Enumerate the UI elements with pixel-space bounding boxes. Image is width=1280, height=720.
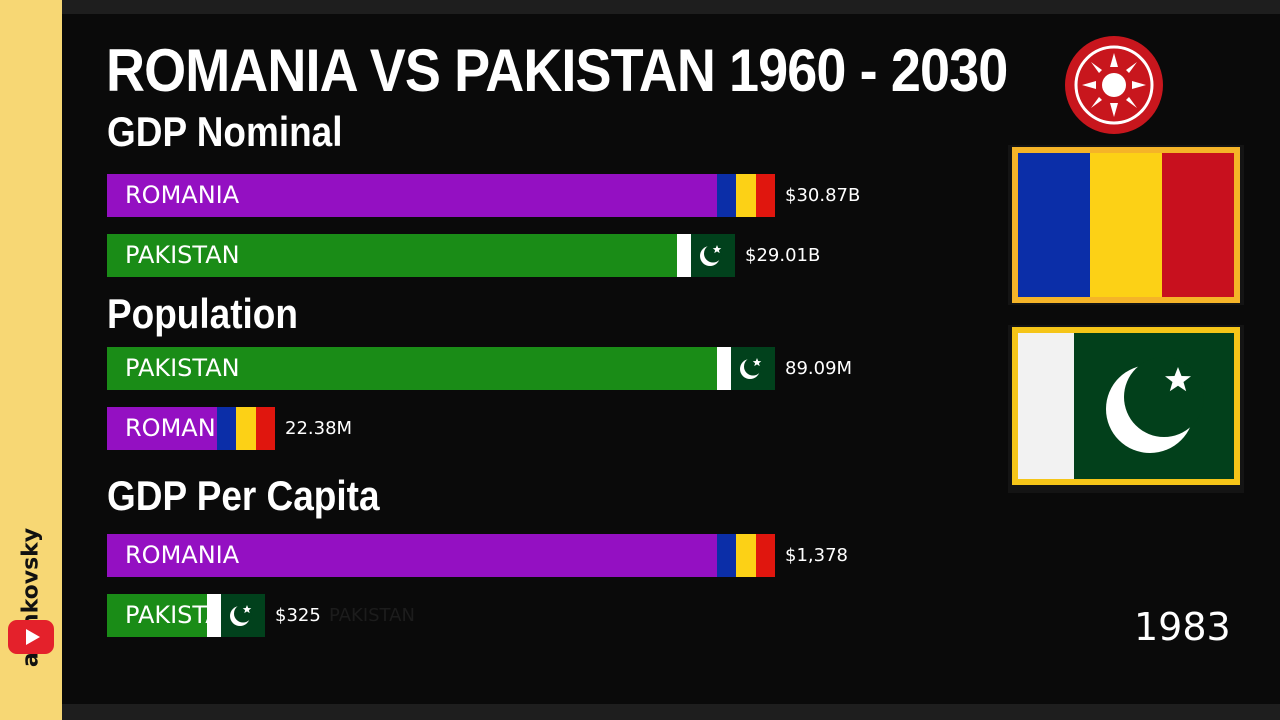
- romania-flag-icon: [717, 174, 775, 217]
- romania-flag-large: [1008, 145, 1244, 305]
- pakistan-flag-icon: [677, 234, 735, 277]
- value-label: 89.09M: [785, 358, 853, 379]
- value-label: $29.01B: [745, 245, 821, 266]
- section-gdp-nominal-title: GDP Nominal: [107, 108, 343, 155]
- bar-gdp-nominal-pakistan: PAKISTAN: [107, 234, 735, 277]
- top-bar: [62, 0, 1280, 14]
- faded-label: PAKISTAN: [329, 605, 415, 626]
- bar-label: PAKISTAN: [125, 241, 240, 269]
- value-label: $1,378: [785, 545, 848, 566]
- romania-flag-icon: [717, 534, 775, 577]
- channel-sidebar: aninkovsky: [0, 0, 62, 720]
- pakistan-flag-large: [1008, 325, 1244, 493]
- pakistan-flag-icon: [717, 347, 775, 390]
- bar-label: ROMANIA: [125, 181, 240, 209]
- emblem-icon: [1065, 36, 1163, 134]
- value-label: 22.38M: [285, 418, 353, 439]
- bar-gdp-nominal-romania: ROMANIA: [107, 174, 775, 217]
- value-label: $325: [275, 605, 321, 626]
- bar-label: ROMANIA: [125, 541, 240, 569]
- bar-population-romania: ROMANIA: [107, 407, 275, 450]
- section-population-title: Population: [107, 290, 298, 337]
- pakistan-flag-icon: [207, 594, 265, 637]
- bar-gdp-per-capita-pakistan: PAKISTAN: [107, 594, 265, 637]
- page-title: ROMANIA VS PAKISTAN 1960 - 2030: [106, 37, 1008, 104]
- year-label: 1983: [1134, 605, 1231, 649]
- bar-population-pakistan: PAKISTAN: [107, 347, 775, 390]
- bottom-bar: [62, 704, 1280, 720]
- bar-gdp-per-capita-romania: ROMANIA: [107, 534, 775, 577]
- romania-flag-icon: [217, 407, 275, 450]
- youtube-icon: [8, 620, 54, 654]
- bar-label: PAKISTAN: [125, 354, 240, 382]
- section-gdp-per-capita-title: GDP Per Capita: [107, 472, 380, 519]
- value-label: $30.87B: [785, 185, 861, 206]
